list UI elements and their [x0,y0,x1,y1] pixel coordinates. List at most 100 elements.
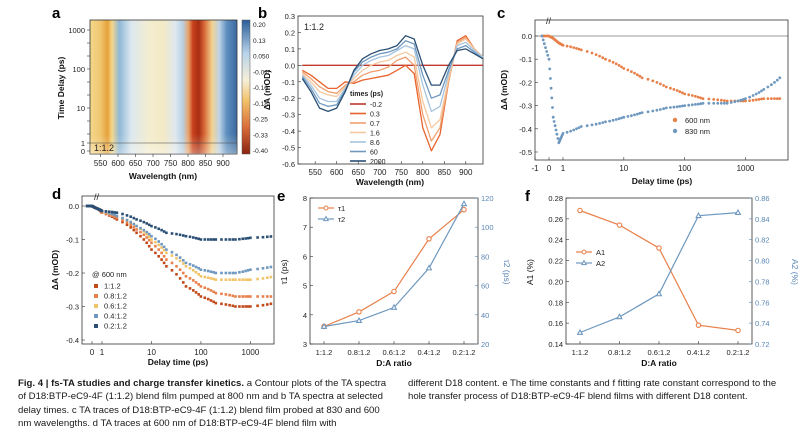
panel-label-e: e [277,188,286,205]
content-point-0.8:1.2 [244,295,247,298]
kinetics-point-600-nm [699,96,703,100]
heatmap-x-tick-label: 650 [129,159,143,168]
content-point-0.4:1.2 [142,228,146,232]
kinetics-point-600-nm [675,89,679,92]
axis-break-c: // [546,16,552,26]
content-point-0.2:1.2 [269,235,273,238]
legend-label: τ1 [338,204,345,213]
kinetics-point-830-nm [675,105,679,109]
right-axis-tick-label: 0.86 [755,194,770,203]
content-legend-swatch [94,294,98,298]
kinetics-point-600-nm [681,91,684,95]
content-point-0.4:1.2 [269,265,273,269]
series-marker-τ1 [461,206,467,213]
content-legend-swatch [94,314,98,318]
spectra-legend-label: 0.3 [370,112,380,119]
kinetics-legend-swatch [672,117,678,123]
content-point-0.8:1.2 [212,290,215,294]
heatmap-x-tick-label: 600 [111,159,125,168]
content-point-0.2:1.2 [206,238,210,241]
content-point-0.8:1.2 [192,279,195,282]
series-marker-A1 [695,322,702,328]
series-marker-τ1 [391,288,397,295]
kinetics-point-830-nm [754,92,758,96]
spectra-y-label: ΔA (mOD) [262,70,272,110]
kinetics-point-830-nm [622,115,626,119]
content-point-0.4:1.2 [234,271,237,275]
kinetics-point-600-nm [760,97,763,101]
content-point-0.8:1.2 [224,293,228,296]
amplitudes-chart: 1:1.2 0.8:1.2 0.6:1.2 0.4:1.2 0.2:1.2 0.28 0.… [525,194,800,368]
content-point-1:1.2 [194,291,198,294]
kinetics-y-tick-label: -0.3 [519,102,532,111]
content-point-0.6:1.2 [199,275,203,278]
content-point-1:1.2 [224,303,228,306]
spectra-y-tick-label: -0.4 [282,127,295,136]
series-marker-τ2 [320,322,328,329]
spectra-y-tick-label: 0.1 [285,45,295,54]
spectra-y-tick-label: -0.2 [282,94,295,103]
content-point-0.4:1.2 [135,224,138,228]
content-point-0.8:1.2 [209,289,213,292]
content-point-0.8:1.2 [206,287,210,291]
panel-label-f: f [525,188,530,205]
heatmap-y-ticks: 10005002001005020105210 [68,26,90,156]
content-point-1:1.2 [197,293,200,296]
left-axis-tick-label: 0.26 [548,215,563,224]
colorbar-tick-label: 0.20 [253,22,266,29]
content-point-0.2:1.2 [209,238,213,241]
kinetics-point-830-nm [712,101,716,105]
content-point-1:1.2 [139,234,142,238]
kinetics-point-830-nm [760,89,763,93]
content-point-0.6:1.2 [266,276,269,279]
spectra-x-tick-label: 900 [459,168,473,177]
series-marker-A2 [655,290,663,297]
content-point-0.6:1.2 [188,267,192,270]
series-marker-τ1 [356,309,362,315]
spectra-y-tick-label: 0.0 [285,61,295,70]
time-constants-chart: 1:1.2 0.8:1.2 0.6:1.2 0.4:1.2 0.2:1.2 8 7 6 5 4 3… [279,194,510,368]
kinetics-point-600-nm [678,90,682,94]
content-point-0.8:1.2 [261,295,265,298]
series-marker-A2 [616,313,623,320]
kinetics-point-830-nm [548,67,552,71]
content-x-tick-label: 1 [100,348,105,357]
legend-label: A2 [596,259,605,268]
heatmap-y-tick-label: 0 [81,147,85,156]
content-point-1:1.2 [209,299,213,302]
spectrum-line-60 [301,40,484,108]
category-tick-label: 1:1.2 [316,348,333,357]
content-legend-title: @ 600 nm [92,270,127,279]
right-axis-tick-label: 60 [481,282,489,291]
content-point-0.2:1.2 [194,236,198,240]
content-point-0.4:1.2 [170,250,174,254]
content-point-0.6:1.2 [194,271,198,274]
kinetics-point-830-nm [630,114,633,118]
content-point-1:1.2 [238,305,241,308]
kinetics-point-830-nm [561,132,565,135]
kinetics-point-830-nm [655,108,659,112]
kinetics-x-tick-label: -1 [531,164,539,173]
axis-break-d: // [94,192,100,202]
kinetics-point-830-nm [719,101,723,105]
spectra-x-tick-label: 600 [330,168,344,177]
kinetics-point-830-nm [681,104,684,108]
content-point-0.4:1.2 [241,270,244,273]
content-point-0.4:1.2 [145,230,148,234]
content-legend-label: 0.8:1.2 [104,292,127,301]
kinetics-point-830-nm [669,106,672,109]
content-point-0.4:1.2 [121,216,124,220]
content-point-0.8:1.2 [178,268,182,271]
content-point-1:1.2 [135,231,138,235]
kinetics-point-600-nm [754,98,758,102]
kinetics-point-830-nm [585,124,589,128]
kinetics-point-600-nm [575,47,578,50]
content-point-0.2:1.2 [184,234,188,238]
content-point-1:1.2 [154,251,157,255]
left-axis-tick-label: 8 [303,194,307,203]
content-point-0.8:1.2 [203,286,207,289]
panel-label-a: a [52,5,61,22]
colorbar-tick-label: -0.18 [253,101,268,108]
kinetics-point-830-nm [729,101,733,104]
series-marker-A1 [577,207,583,214]
